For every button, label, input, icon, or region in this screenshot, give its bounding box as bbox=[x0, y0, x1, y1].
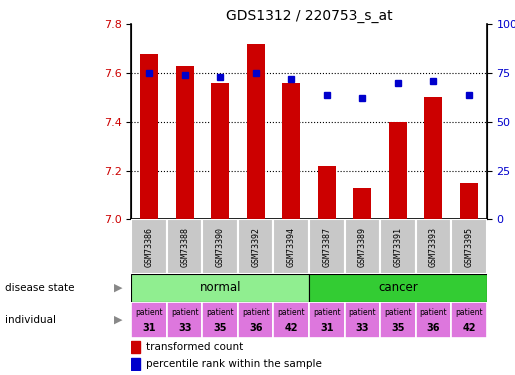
Bar bbox=[345, 302, 380, 338]
Text: patient: patient bbox=[349, 308, 376, 317]
Text: GSM73392: GSM73392 bbox=[251, 226, 260, 267]
Bar bbox=[345, 219, 380, 274]
Bar bbox=[211, 83, 229, 219]
Text: patient: patient bbox=[278, 308, 305, 317]
Bar bbox=[167, 219, 202, 274]
Text: disease state: disease state bbox=[5, 283, 75, 293]
Bar bbox=[309, 219, 345, 274]
Text: 42: 42 bbox=[284, 322, 298, 333]
Text: GSM73393: GSM73393 bbox=[429, 226, 438, 267]
Text: cancer: cancer bbox=[378, 281, 418, 294]
Text: GSM73388: GSM73388 bbox=[180, 226, 189, 267]
Text: patient: patient bbox=[171, 308, 198, 317]
Text: ▶: ▶ bbox=[114, 315, 123, 325]
Text: GSM73386: GSM73386 bbox=[145, 226, 153, 267]
Bar bbox=[273, 219, 309, 274]
Text: GSM73395: GSM73395 bbox=[465, 226, 473, 267]
Text: 36: 36 bbox=[249, 322, 263, 333]
Text: 33: 33 bbox=[355, 322, 369, 333]
Text: normal: normal bbox=[199, 281, 241, 294]
Text: patient: patient bbox=[420, 308, 447, 317]
Bar bbox=[380, 219, 416, 274]
Bar bbox=[309, 302, 345, 338]
Bar bbox=[416, 302, 451, 338]
Bar bbox=[309, 274, 487, 302]
Bar bbox=[176, 66, 194, 219]
Text: individual: individual bbox=[5, 315, 56, 325]
Bar bbox=[451, 302, 487, 338]
Text: 31: 31 bbox=[320, 322, 334, 333]
Bar bbox=[451, 219, 487, 274]
Text: 36: 36 bbox=[426, 322, 440, 333]
Bar bbox=[273, 302, 309, 338]
Bar bbox=[460, 183, 478, 219]
Text: patient: patient bbox=[207, 308, 234, 317]
Bar bbox=[416, 219, 451, 274]
Text: GSM73391: GSM73391 bbox=[393, 226, 402, 267]
Bar bbox=[131, 302, 167, 338]
Title: GDS1312 / 220753_s_at: GDS1312 / 220753_s_at bbox=[226, 9, 392, 23]
Text: ▶: ▶ bbox=[114, 283, 123, 293]
Text: GSM73394: GSM73394 bbox=[287, 226, 296, 267]
Text: transformed count: transformed count bbox=[146, 342, 243, 352]
Bar bbox=[318, 166, 336, 219]
Bar bbox=[131, 341, 140, 352]
Text: patient: patient bbox=[242, 308, 269, 317]
Bar bbox=[282, 83, 300, 219]
Text: GSM73387: GSM73387 bbox=[322, 226, 331, 267]
Bar bbox=[389, 122, 407, 219]
Bar bbox=[353, 188, 371, 219]
Text: 33: 33 bbox=[178, 322, 192, 333]
Text: 35: 35 bbox=[213, 322, 227, 333]
Text: 35: 35 bbox=[391, 322, 405, 333]
Bar bbox=[202, 302, 238, 338]
Text: 42: 42 bbox=[462, 322, 476, 333]
Bar bbox=[140, 54, 158, 219]
Bar bbox=[167, 302, 202, 338]
Text: percentile rank within the sample: percentile rank within the sample bbox=[146, 359, 321, 369]
Text: patient: patient bbox=[135, 308, 163, 317]
Bar bbox=[131, 358, 140, 370]
Text: 31: 31 bbox=[142, 322, 156, 333]
Bar bbox=[424, 98, 442, 219]
Bar bbox=[238, 302, 273, 338]
Text: GSM73390: GSM73390 bbox=[216, 226, 225, 267]
Text: patient: patient bbox=[313, 308, 340, 317]
Bar bbox=[202, 219, 238, 274]
Bar bbox=[131, 219, 167, 274]
Text: patient: patient bbox=[384, 308, 411, 317]
Bar bbox=[131, 274, 309, 302]
Bar bbox=[238, 219, 273, 274]
Text: GSM73389: GSM73389 bbox=[358, 226, 367, 267]
Text: patient: patient bbox=[455, 308, 483, 317]
Bar bbox=[247, 44, 265, 219]
Bar bbox=[380, 302, 416, 338]
